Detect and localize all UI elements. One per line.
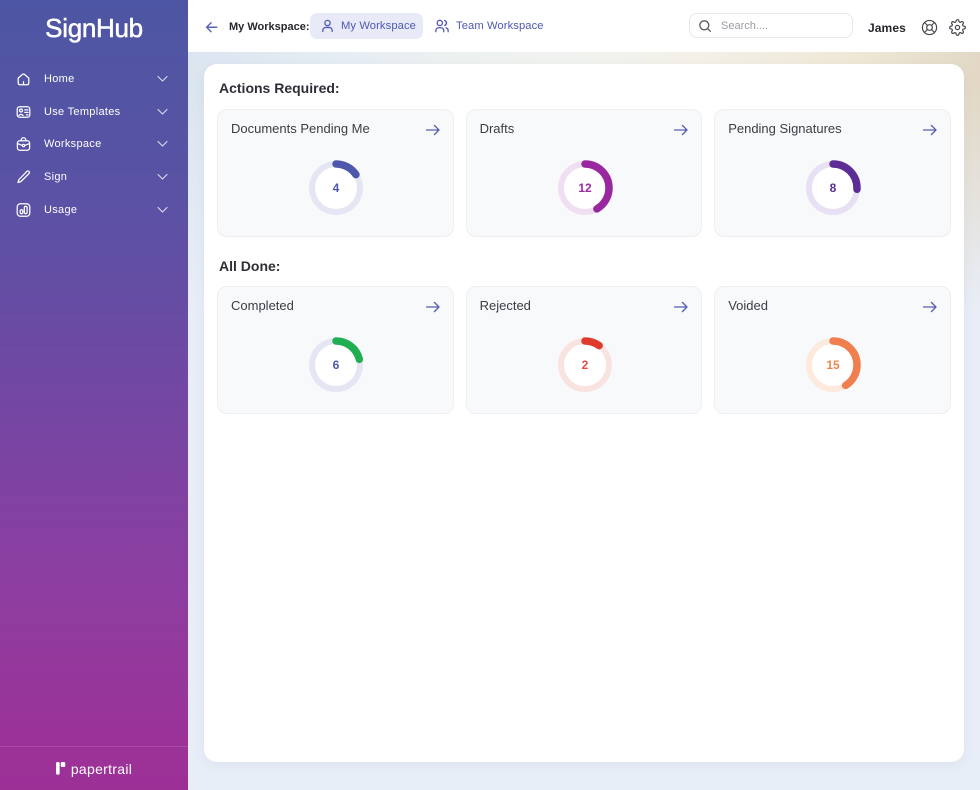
svg-text:4: 4	[333, 181, 340, 195]
svg-text:2: 2	[581, 358, 588, 372]
svg-text:12: 12	[578, 181, 592, 195]
svg-text:15: 15	[827, 358, 841, 372]
svg-text:6: 6	[333, 358, 340, 372]
svg-text:8: 8	[830, 181, 837, 195]
